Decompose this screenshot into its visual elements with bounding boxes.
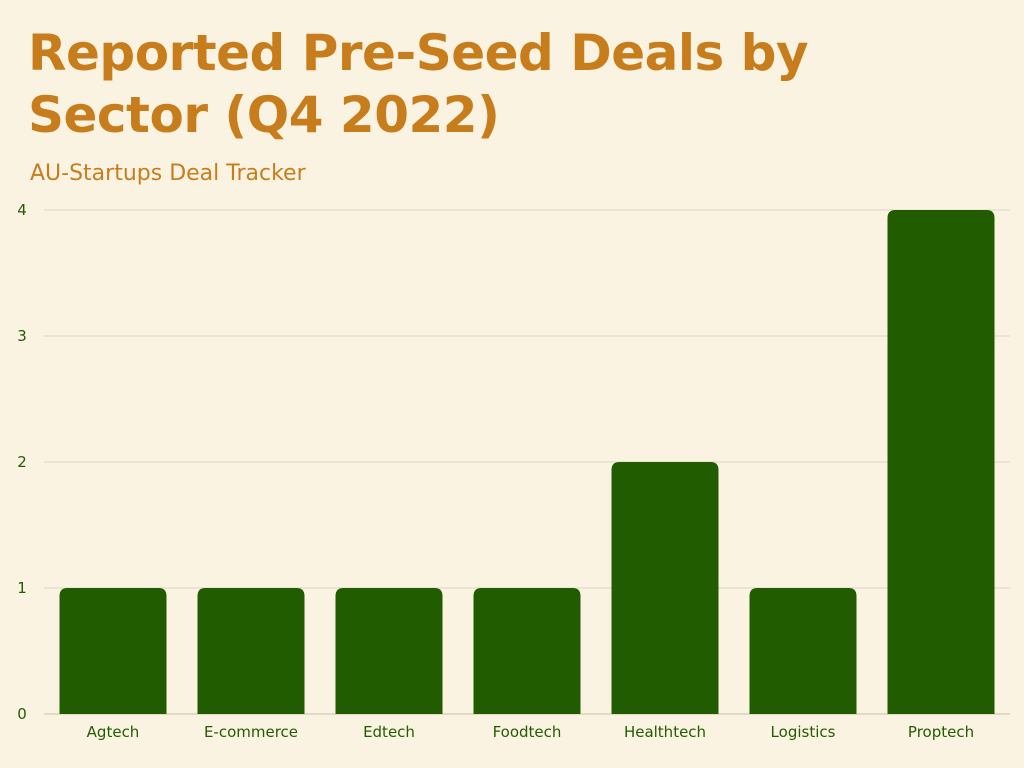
bars [59,210,995,714]
bar-foodtech [473,588,581,714]
bar-healthtech [611,462,719,714]
bar-proptech [887,210,995,714]
y-tick-label: 0 [17,705,27,723]
x-category-label: Edtech [363,723,415,741]
bar-edtech [335,588,443,714]
x-category-label: Agtech [87,723,140,741]
y-axis-tick-labels: 0 1 2 3 4 [17,201,27,723]
x-axis-category-labels: Agtech E-commerce Edtech Foodtech Healthtech… [87,723,974,741]
x-category-label: Foodtech [493,723,562,741]
x-category-label: E-commerce [204,723,298,741]
x-category-label: Healthtech [624,723,706,741]
y-tick-label: 2 [17,453,27,471]
bar-logistics [749,588,857,714]
chart-subtitle: AU-Startups Deal Tracker [30,161,306,186]
y-tick-label: 4 [17,201,27,219]
x-category-label: Proptech [908,723,974,741]
chart-title: Reported Pre-Seed Deals by Sector (Q4 20… [28,24,809,144]
bar-e-commerce [197,588,305,714]
y-tick-label: 1 [17,579,27,597]
y-tick-label: 3 [17,327,27,345]
bar-agtech [59,588,167,714]
x-category-label: Logistics [771,723,836,741]
